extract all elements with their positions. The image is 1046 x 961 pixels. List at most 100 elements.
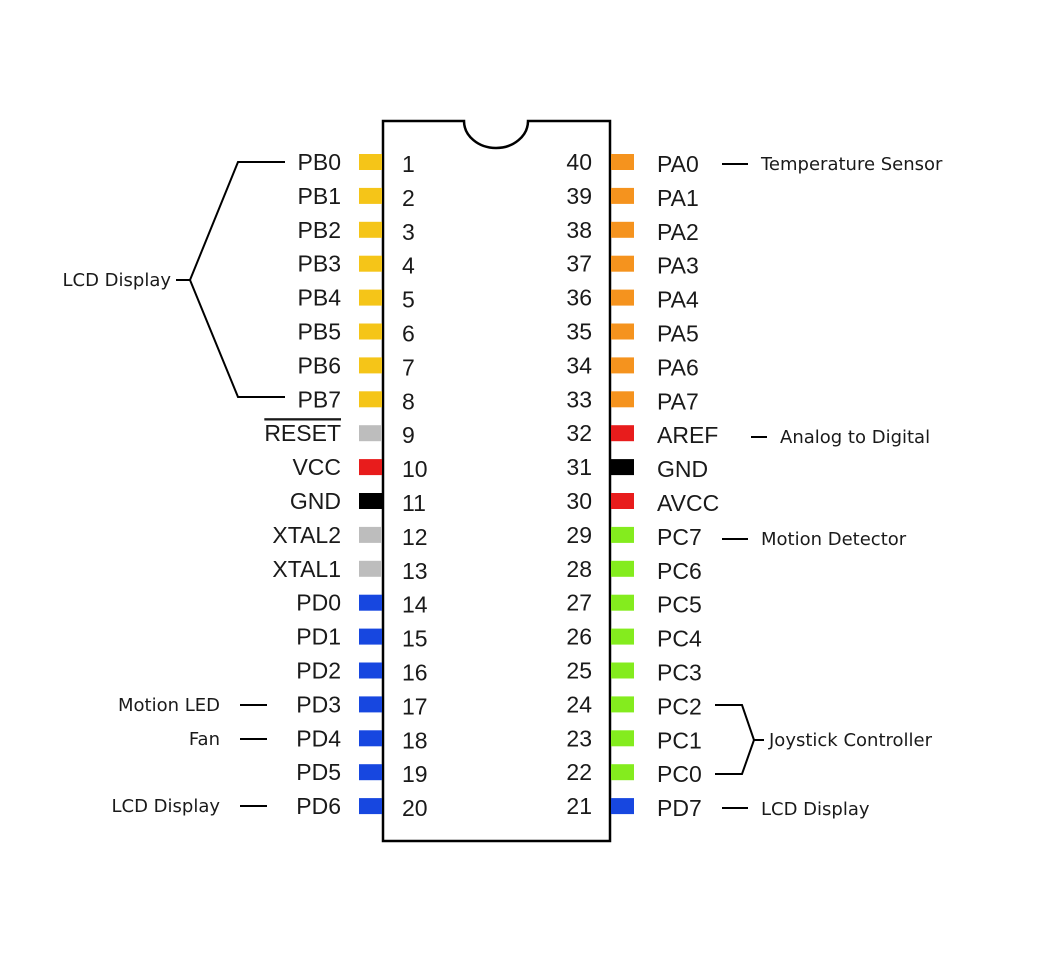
pin-3-name: PB2 bbox=[298, 217, 341, 243]
pin-6-number: 6 bbox=[402, 321, 415, 347]
pin-39-marker bbox=[611, 187, 634, 204]
pin-2-number: 2 bbox=[402, 185, 415, 211]
pin-9-name: RESET bbox=[264, 420, 341, 446]
pin-23-marker bbox=[611, 730, 634, 747]
pin-30: AVCC 30 bbox=[566, 488, 719, 516]
pin-30-number: 30 bbox=[566, 488, 592, 514]
pin-24-number: 24 bbox=[566, 691, 592, 717]
annotation-lcd-display-portb: LCD Display bbox=[62, 161, 285, 398]
pin-37: PA3 37 bbox=[566, 251, 698, 279]
pin-34-number: 34 bbox=[566, 352, 592, 378]
label-temperature-sensor: Temperature Sensor bbox=[760, 154, 943, 175]
pin-3-marker bbox=[359, 221, 382, 238]
pin-16-number: 16 bbox=[402, 660, 428, 686]
pin-7-number: 7 bbox=[402, 354, 415, 380]
pin-27-marker bbox=[611, 594, 634, 611]
pin-5: PB4 5 bbox=[298, 285, 415, 313]
pin-35-number: 35 bbox=[566, 319, 592, 345]
pin-15-number: 15 bbox=[402, 626, 428, 652]
pin-12-name: XTAL2 bbox=[272, 522, 341, 548]
pin-31: GND 31 bbox=[566, 454, 708, 482]
pin-20-marker bbox=[359, 798, 382, 815]
pin-6: PB5 6 bbox=[298, 319, 415, 347]
pin-35-marker bbox=[611, 323, 634, 340]
label-joystick-controller: Joystick Controller bbox=[768, 730, 933, 751]
pin-4: PB3 4 bbox=[298, 251, 415, 279]
pin-1-name: PB0 bbox=[298, 149, 341, 175]
pin-7: PB6 7 bbox=[298, 352, 415, 380]
pin-13-name: XTAL1 bbox=[272, 556, 341, 582]
pin-37-number: 37 bbox=[566, 251, 592, 277]
pin-20-name: PD6 bbox=[296, 793, 341, 819]
annotation-lcd-display-pd7: LCD Display bbox=[722, 799, 870, 820]
pin-17-marker bbox=[359, 696, 382, 713]
pin-12-number: 12 bbox=[402, 524, 428, 550]
pin-24-name: PC2 bbox=[657, 693, 702, 719]
label-fan: Fan bbox=[189, 729, 220, 750]
pin-32: AREF 32 bbox=[566, 420, 718, 448]
pin-3: PB2 3 bbox=[298, 217, 415, 245]
pin-10: VCC 10 bbox=[292, 454, 427, 482]
pin-29: PC7 29 bbox=[566, 522, 701, 550]
pin-14-marker bbox=[359, 594, 382, 611]
pin-8-number: 8 bbox=[402, 388, 415, 414]
pin-34-name: PA6 bbox=[657, 354, 699, 380]
pin-1: PB0 1 bbox=[298, 149, 415, 177]
pin-1-marker bbox=[359, 154, 382, 170]
pin-9: RESET 9 bbox=[264, 420, 414, 448]
label-motion-detector: Motion Detector bbox=[761, 529, 907, 550]
pin-17-name: PD3 bbox=[296, 691, 341, 717]
pin-14-number: 14 bbox=[402, 592, 428, 618]
pin-37-marker bbox=[611, 255, 634, 272]
pin-34-marker bbox=[611, 357, 634, 374]
pin-27-number: 27 bbox=[566, 590, 592, 616]
pin-36-number: 36 bbox=[566, 285, 592, 311]
pin-33-number: 33 bbox=[566, 386, 592, 412]
label-lcd-display-portb: LCD Display bbox=[62, 270, 171, 291]
pin-11-name: GND bbox=[290, 488, 341, 514]
pin-9-number: 9 bbox=[402, 422, 415, 448]
pin-38: PA2 38 bbox=[566, 217, 698, 245]
pin-6-marker bbox=[359, 323, 382, 340]
pin-8-name: PB7 bbox=[298, 386, 341, 412]
pin-2-marker bbox=[359, 187, 382, 204]
left-pin-column: PB0 1 PB1 2 PB2 3 PB3 4 PB4 5 PB5 6 PB6 7 PB7 8 RESET 9 VC… bbox=[264, 149, 427, 821]
pin-32-marker bbox=[611, 425, 634, 442]
pin-1-number: 1 bbox=[402, 151, 415, 177]
pin-8: PB7 8 bbox=[298, 386, 415, 414]
pin-28-name: PC6 bbox=[657, 558, 702, 584]
pin-36-marker bbox=[611, 289, 634, 306]
pin-35-name: PA5 bbox=[657, 321, 699, 347]
pin-37-name: PA3 bbox=[657, 253, 699, 279]
pin-36: PA4 36 bbox=[566, 285, 699, 313]
annotation-fan: Fan bbox=[189, 729, 267, 750]
pin-13: XTAL1 13 bbox=[272, 556, 427, 584]
pin-15-marker bbox=[359, 628, 382, 645]
pin-38-marker bbox=[611, 221, 634, 238]
pin-25-number: 25 bbox=[566, 658, 592, 684]
annotation-joystick-controller: Joystick Controller bbox=[715, 704, 933, 775]
pin-14-name: PD0 bbox=[296, 590, 341, 616]
pin-33: PA7 33 bbox=[566, 386, 698, 414]
pin-18-name: PD4 bbox=[296, 725, 341, 751]
annotation-motion-detector: Motion Detector bbox=[722, 529, 907, 550]
pin-4-name: PB3 bbox=[298, 251, 341, 277]
pin-40: PA0 40 bbox=[566, 149, 698, 177]
pin-36-name: PA4 bbox=[657, 287, 699, 313]
pin-14: PD0 14 bbox=[296, 590, 428, 618]
annotation-temperature-sensor: Temperature Sensor bbox=[722, 154, 943, 175]
pin-27: PC5 27 bbox=[566, 590, 701, 618]
pin-23-name: PC1 bbox=[657, 727, 702, 753]
pin-16-name: PD2 bbox=[296, 658, 341, 684]
pin-21-number: 21 bbox=[566, 793, 592, 819]
pin-3-number: 3 bbox=[402, 219, 415, 245]
pin-23: PC1 23 bbox=[566, 725, 701, 753]
pin-2-name: PB1 bbox=[298, 183, 341, 209]
pin-26-marker bbox=[611, 628, 634, 645]
pin-22: PC0 22 bbox=[566, 759, 701, 787]
brace-portb bbox=[188, 161, 285, 398]
label-motion-led: Motion LED bbox=[118, 695, 220, 716]
pin-40-name: PA0 bbox=[657, 151, 699, 177]
pin-33-name: PA7 bbox=[657, 388, 699, 414]
